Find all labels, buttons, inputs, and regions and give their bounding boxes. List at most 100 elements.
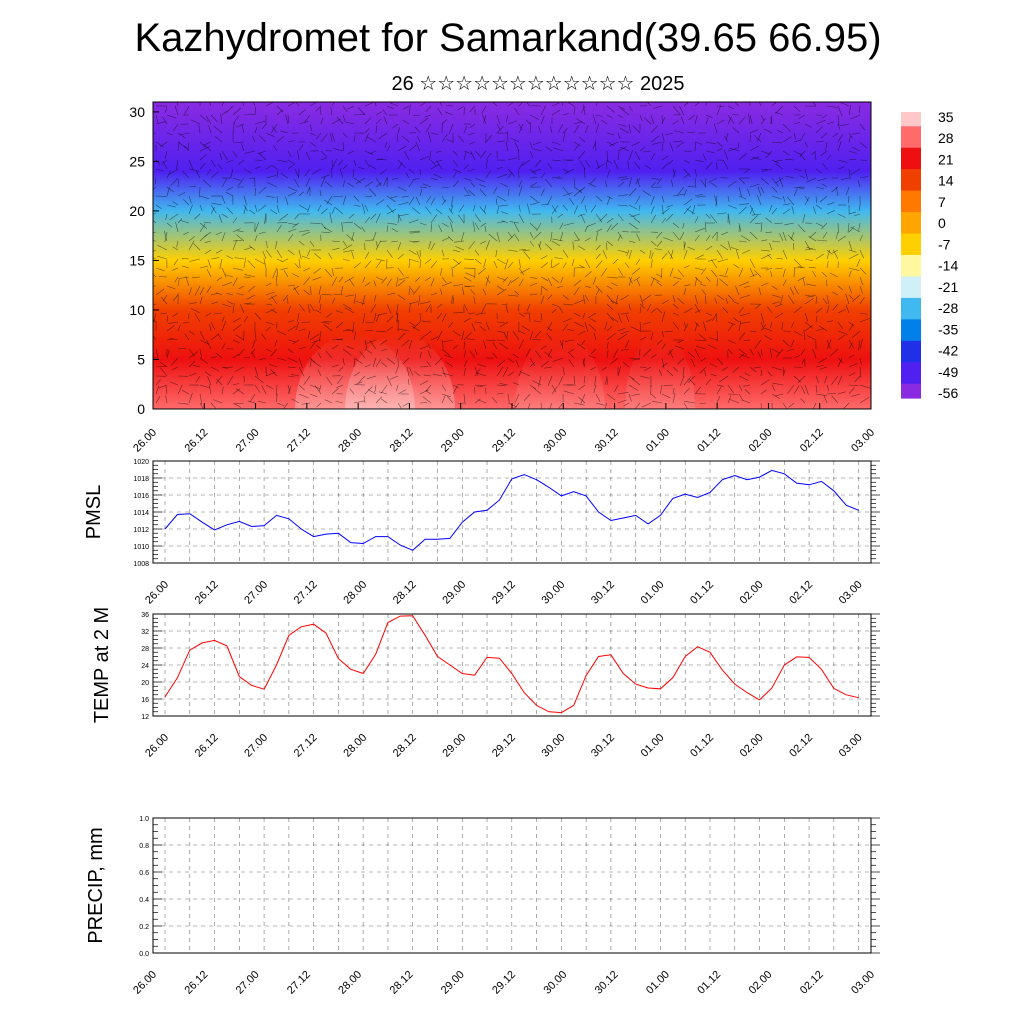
colorbar-segment xyxy=(901,119,921,127)
colorbar-segment xyxy=(901,262,921,270)
colorbar-segment xyxy=(901,240,921,249)
heatmap-x-tick-label: 03.00 xyxy=(849,427,877,455)
panel-x-tick-label: 03.00 xyxy=(837,732,865,760)
wind-vectors xyxy=(153,102,871,409)
colorbar-label: 35 xyxy=(938,109,954,125)
line-panel-2: 12 16 20 24 28 32 36 26.00 26.12 27.00 27.12 28.00 2… xyxy=(91,607,880,760)
colorbar-segment xyxy=(901,255,921,263)
panel-x-tick-label: 27.00 xyxy=(242,579,270,607)
colorbar-segment xyxy=(901,376,921,385)
heatmap-y-tick-label: 20 xyxy=(129,203,145,219)
panel-x-tick-label: 26.00 xyxy=(143,732,171,760)
panel-y-tick-label: 1012 xyxy=(133,527,149,534)
colorbar-segment xyxy=(901,305,921,313)
panel-x-tick-label: 02.12 xyxy=(787,732,815,760)
panel-x-tick-label: 28.12 xyxy=(391,579,419,607)
heatmap-x-tick-label: 29.00 xyxy=(439,427,467,455)
panel-x-tick-label: 27.12 xyxy=(292,732,320,760)
panel-y-tick-label: 1008 xyxy=(133,561,149,568)
heatmap-x-tick-label: 30.00 xyxy=(541,427,569,455)
panel-y-tick-label: 1.0 xyxy=(139,816,149,823)
panel-x-tick-label: 01.12 xyxy=(695,969,723,997)
heatmap-x-tick-label: 30.12 xyxy=(593,427,621,455)
colorbar-segment xyxy=(901,290,921,299)
colorbar-segment xyxy=(901,347,921,356)
heatmap-y-tick-label: 10 xyxy=(129,302,145,318)
panel-grid xyxy=(153,613,871,717)
panel-x-tick-label: 26.12 xyxy=(182,969,210,997)
panel-y-axis-label: PMSL xyxy=(83,485,105,539)
panel-y-tick-label: 1020 xyxy=(133,459,149,466)
panel-y-tick-label: 0.8 xyxy=(139,843,149,850)
panel-x-tick-label: 29.12 xyxy=(490,969,518,997)
panel-x-tick-label: 27.12 xyxy=(292,579,320,607)
colorbar-segment xyxy=(901,247,921,256)
colorbar-segment xyxy=(901,283,921,292)
panel-x-tick-label: 28.00 xyxy=(341,579,369,607)
panel-x-tick-label: 30.00 xyxy=(541,969,569,997)
panel-x-tick-label: 02.00 xyxy=(738,732,766,760)
colorbar-segment xyxy=(901,162,921,170)
panel-y-tick-label: 12 xyxy=(141,714,149,721)
colorbar-label: -56 xyxy=(938,385,958,401)
colorbar-segment xyxy=(901,126,921,135)
panel-x-tick-label: 29.00 xyxy=(440,579,468,607)
colorbar-segment xyxy=(901,204,921,213)
panel-x-tick-label: 27.00 xyxy=(234,969,262,997)
panel-grid xyxy=(153,817,871,954)
colorbar-label: -42 xyxy=(938,343,958,359)
colorbar-segment xyxy=(901,212,921,220)
colorbar-label: 7 xyxy=(938,194,946,210)
chart-title: Kazhydromet for Samarkand(39.65 66.95) xyxy=(134,16,882,60)
panel-x-tick-label: 30.00 xyxy=(540,732,568,760)
colorbar-segment xyxy=(901,197,921,206)
panel-y-tick-label: 1018 xyxy=(133,476,149,483)
colorbar-segment xyxy=(901,140,921,149)
colorbar-label: 28 xyxy=(938,130,954,146)
panel-x-tick-label: 28.12 xyxy=(391,732,419,760)
panel-y-axis-label: TEMP at 2 M xyxy=(91,607,113,723)
colorbar-label: 21 xyxy=(938,151,954,167)
heatmap-warm-patch xyxy=(515,334,605,409)
heatmap-x-tick-label: 02.12 xyxy=(798,427,826,455)
panel-x-tick-label: 30.12 xyxy=(589,579,617,607)
heatmap-panel: 0 5 10 15 20 25 30 26.00 26.12 27.00 27.12 28.00 28.… xyxy=(129,101,877,455)
colorbar-segment xyxy=(901,333,921,342)
colorbar-segment xyxy=(901,219,921,227)
colorbar-segment xyxy=(901,319,921,328)
panel-y-tick-label: 0.2 xyxy=(139,924,149,931)
heatmap-field xyxy=(153,102,871,409)
heatmap-x-tick-label: 28.00 xyxy=(336,427,364,455)
colorbar-label: -49 xyxy=(938,364,958,380)
panel-y-tick-label: 32 xyxy=(141,629,149,636)
panel-x-tick-label: 29.00 xyxy=(439,969,467,997)
panel-x-tick-label: 01.00 xyxy=(639,732,667,760)
panel-x-tick-label: 28.00 xyxy=(341,732,369,760)
heatmap-x-tick-label: 27.00 xyxy=(234,427,262,455)
panel-x-tick-label: 29.00 xyxy=(440,732,468,760)
colorbar-segment xyxy=(901,390,921,399)
line-panels: 1008 1010 1012 1014 1016 1018 1020 26.00 26.12 27… xyxy=(83,459,880,997)
heatmap-x-tick-label: 01.00 xyxy=(644,427,672,455)
heatmap-fill xyxy=(153,102,871,409)
colorbar-label: -28 xyxy=(938,300,958,316)
heatmap-x-tick-label: 28.12 xyxy=(388,427,416,455)
panel-y-tick-label: 36 xyxy=(141,612,149,619)
colorbar-segment xyxy=(901,226,921,235)
colorbar-segment xyxy=(901,362,921,370)
panel-x-tick-label: 29.12 xyxy=(490,732,518,760)
panel-x-tick-label: 29.12 xyxy=(490,579,518,607)
colorbar-segment xyxy=(901,355,921,363)
panel-x-tick-label: 26.12 xyxy=(193,732,221,760)
panel-x-tick-label: 02.12 xyxy=(798,969,826,997)
panel-x-tick-label: 26.00 xyxy=(143,579,171,607)
panel-x-tick-label: 01.12 xyxy=(688,579,716,607)
heatmap-y-tick-label: 5 xyxy=(137,351,145,367)
panel-y-tick-label: 16 xyxy=(141,697,149,704)
colorbar-segment xyxy=(901,269,921,278)
panel-x-tick-label: 01.00 xyxy=(639,579,667,607)
heatmap-y-tick-label: 15 xyxy=(129,252,145,268)
panel-y-tick-label: 1016 xyxy=(133,493,149,500)
colorbar-label: -35 xyxy=(938,321,958,337)
panel-x-tick-label: 30.00 xyxy=(540,579,568,607)
